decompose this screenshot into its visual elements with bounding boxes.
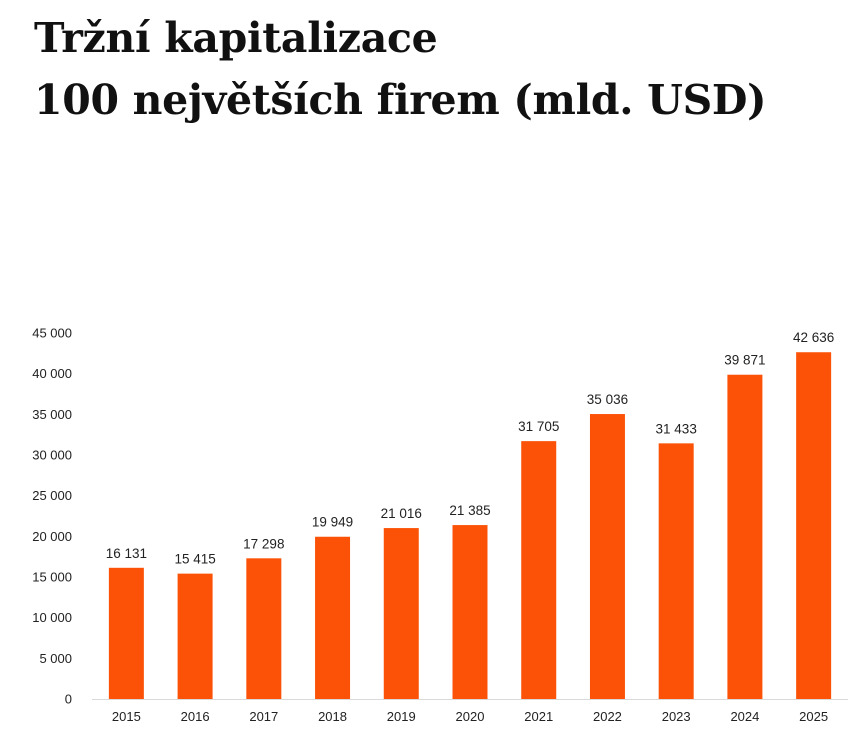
y-tick-label: 10 000: [32, 610, 72, 625]
bar: [108, 567, 144, 699]
x-tick-label: 2024: [730, 709, 759, 724]
y-tick-label: 5 000: [39, 651, 72, 666]
y-tick-label: 40 000: [32, 366, 72, 381]
x-tick-label: 2020: [456, 709, 485, 724]
chart-title-line-2: 100 největších firem (mld. USD): [34, 75, 767, 124]
data-label: 31 705: [518, 419, 559, 434]
x-tick-label: 2023: [662, 709, 691, 724]
y-tick-label: 45 000: [32, 326, 72, 341]
x-tick-label: 2025: [799, 709, 828, 724]
data-label: 39 871: [724, 353, 765, 368]
chart-title-line-1: Tržní kapitalizace: [34, 14, 438, 62]
bar: [658, 443, 694, 699]
bar: [246, 558, 282, 699]
bar: [383, 528, 419, 699]
y-tick-label: 0: [65, 692, 72, 707]
chart-title: Tržní kapitalizace 100 největších firem …: [34, 8, 767, 131]
y-tick-label: 30 000: [32, 448, 72, 463]
y-tick-label: 25 000: [32, 488, 72, 503]
data-label: 21 016: [381, 506, 422, 521]
data-label: 21 385: [449, 503, 490, 518]
x-tick-label: 2021: [524, 709, 553, 724]
data-label: 15 415: [174, 552, 215, 567]
x-tick-label: 2019: [387, 709, 416, 724]
bar: [796, 352, 832, 699]
data-label: 16 131: [106, 546, 147, 561]
x-tick-label: 2015: [112, 709, 141, 724]
data-label: 19 949: [312, 515, 353, 530]
bar: [315, 536, 351, 699]
bar: [521, 441, 557, 699]
y-tick-label: 35 000: [32, 407, 72, 422]
data-label: 42 636: [793, 330, 834, 345]
x-tick-label: 2022: [593, 709, 622, 724]
bar: [727, 374, 763, 699]
y-tick-label: 20 000: [32, 529, 72, 544]
y-tick-label: 15 000: [32, 570, 72, 585]
x-tick-label: 2018: [318, 709, 347, 724]
data-label: 35 036: [587, 392, 628, 407]
data-label: 31 433: [656, 421, 697, 436]
bar: [177, 573, 213, 699]
data-label: 17 298: [243, 536, 284, 551]
bar: [452, 525, 488, 699]
x-tick-label: 2016: [181, 709, 210, 724]
x-tick-label: 2017: [249, 709, 278, 724]
bar: [589, 414, 625, 699]
